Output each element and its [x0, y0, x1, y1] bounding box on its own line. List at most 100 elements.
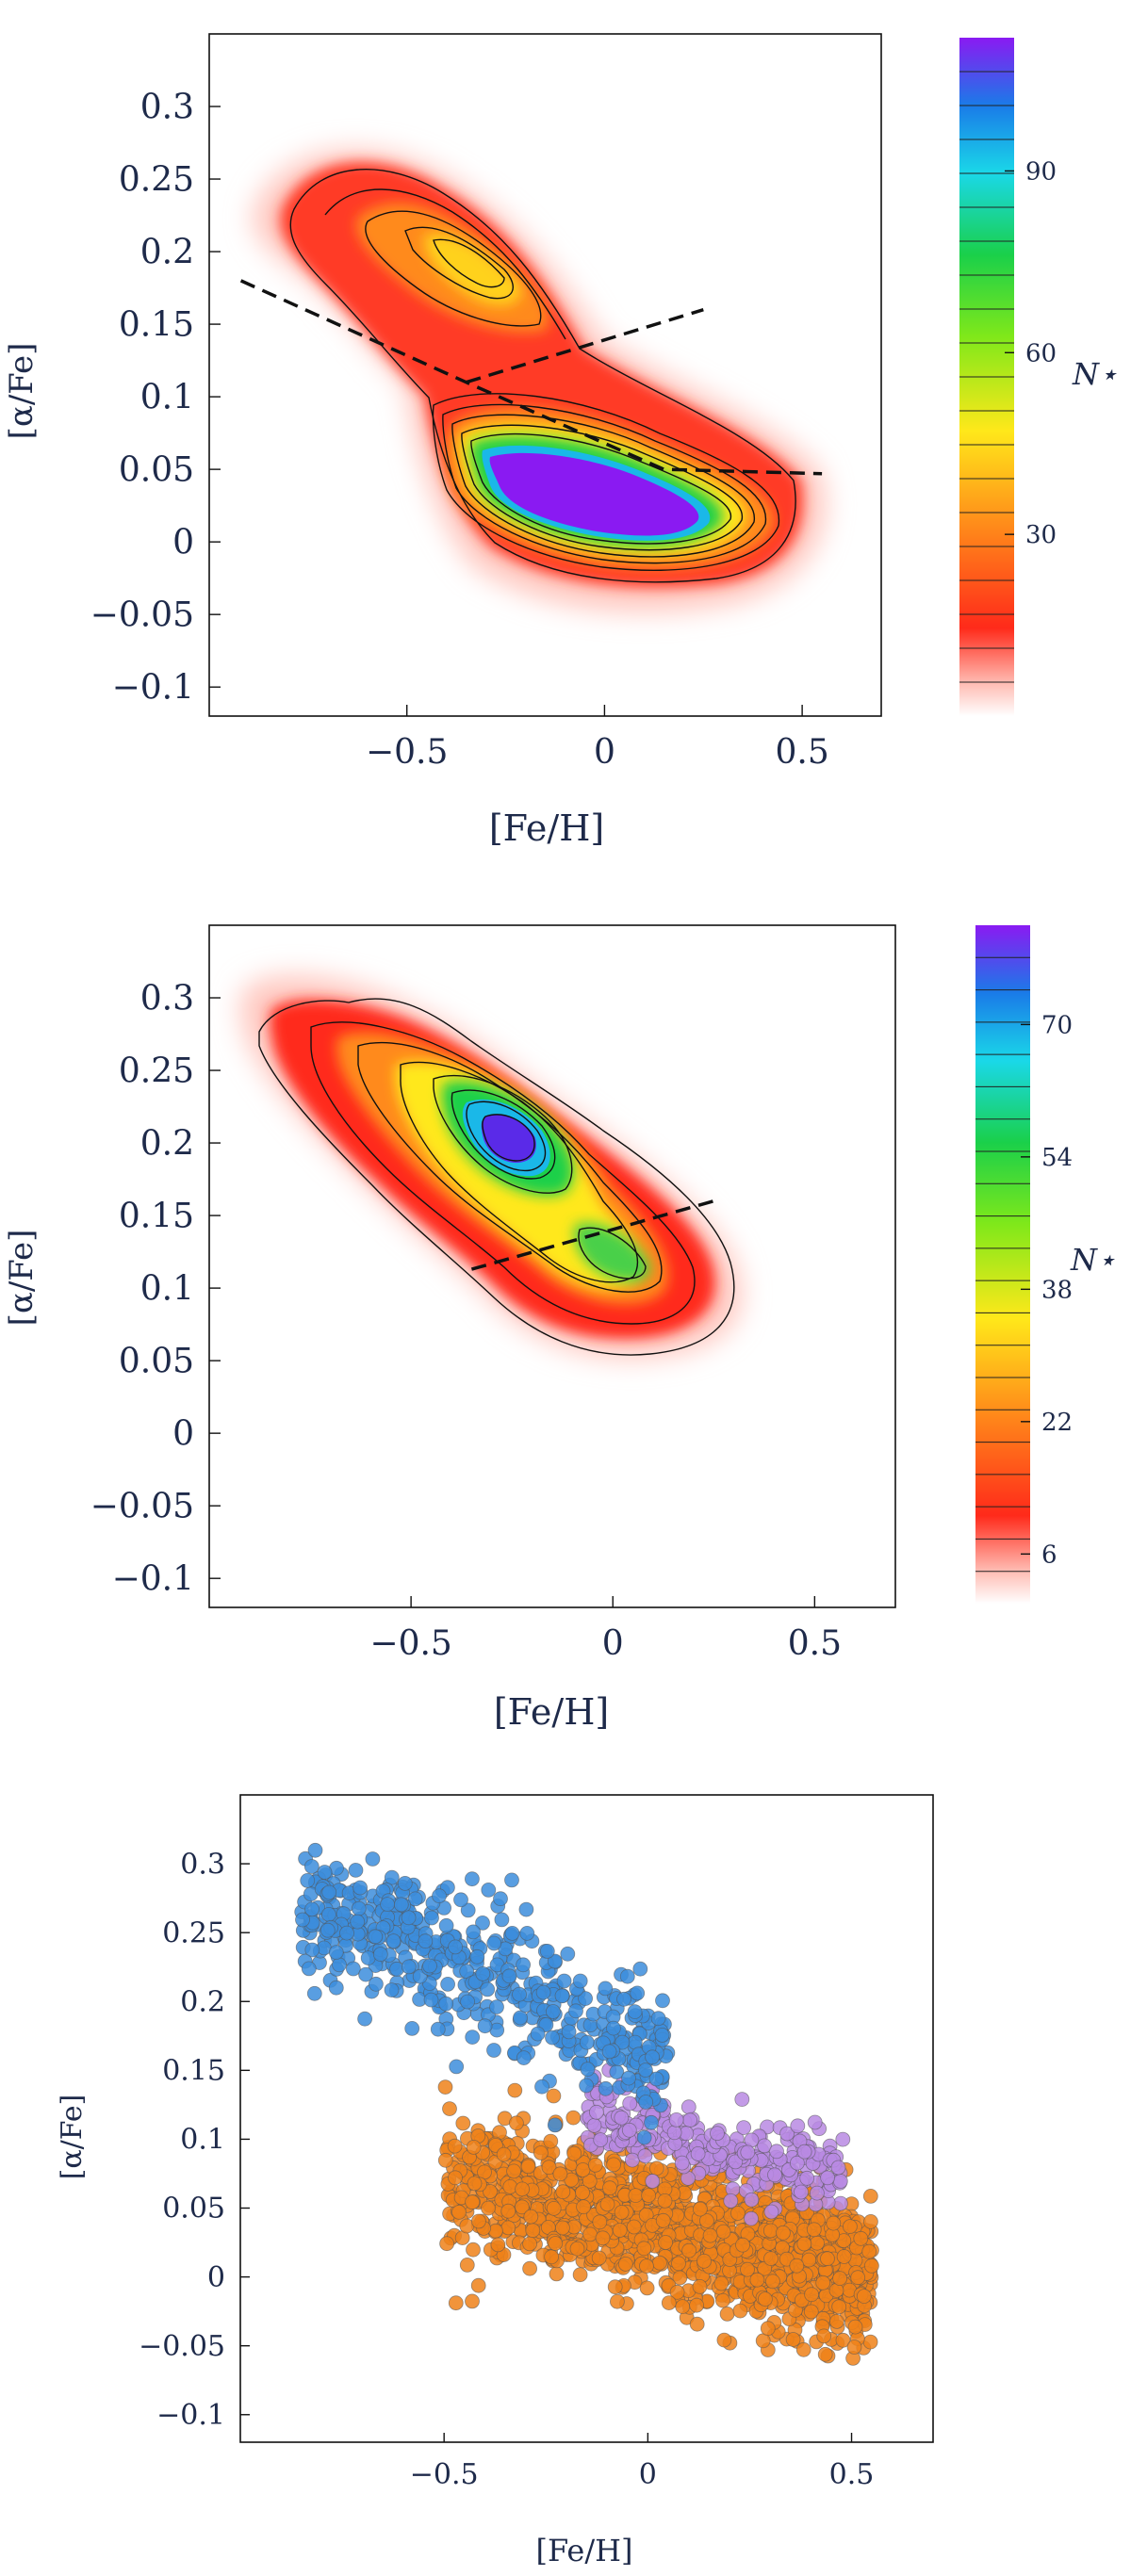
y-tick-label: 0.25: [119, 1052, 194, 1090]
scatter-point-blue: [465, 2030, 481, 2046]
scatter-point-orange: [465, 2194, 481, 2210]
scatter-point-orange: [657, 2193, 673, 2209]
scatter-point-orange: [515, 2181, 530, 2197]
scatter-point-orange: [815, 2274, 831, 2291]
ylabel-bottom: [α/Fe]: [56, 2095, 89, 2180]
scatter-point-orange: [614, 2205, 630, 2220]
scatter-point-blue: [627, 2004, 643, 2020]
scatter-point-orange: [862, 2188, 878, 2204]
y-tick-label: 0.25: [119, 160, 194, 199]
scatter-point-orange: [575, 2162, 591, 2177]
plot-frame: [208, 924, 896, 1608]
scatter-point-purple: [728, 2154, 744, 2170]
scatter-point-blue: [440, 1976, 456, 1992]
scatter-point-blue: [460, 1994, 476, 2010]
scatter-point-blue: [534, 2079, 549, 2095]
scatter-point-blue: [539, 1943, 555, 1959]
scatter-point-blue: [636, 2129, 652, 2145]
scatter-point-blue: [368, 1929, 384, 1945]
scatter-point-blue: [644, 2114, 659, 2130]
scatter-point-blue: [321, 1884, 337, 1900]
y-tick-label: 0.25: [162, 1916, 225, 1949]
scatter-point-blue: [545, 2030, 560, 2046]
scatter-point-blue: [572, 1973, 588, 1989]
colorbar-top-ticks: 30 60 90: [1005, 157, 1057, 549]
scatter-point-blue: [504, 1925, 520, 1941]
scatter-point-blue: [579, 2034, 595, 2050]
scatter-point-blue: [384, 1982, 400, 1998]
scatter-point-purple: [680, 2099, 697, 2115]
scatter-point-orange: [607, 2279, 623, 2295]
scatter-point-orange: [483, 2184, 498, 2199]
scatter-point-orange: [466, 2242, 481, 2258]
scatter-point-orange: [507, 2082, 523, 2098]
density-fill-top: [253, 149, 826, 612]
scatter-point-orange: [836, 2249, 852, 2264]
scatter-point-blue: [512, 1986, 527, 2002]
scatter-point-blue: [650, 2011, 666, 2027]
scatter-point-orange: [639, 2280, 655, 2296]
scatter-point-purple: [832, 2174, 848, 2189]
scatter-point-orange: [437, 2152, 453, 2168]
scatter-point-orange: [466, 2139, 482, 2155]
y-tick-label: −0.05: [139, 2330, 225, 2363]
scatter-point-orange: [671, 2256, 686, 2272]
colorbar-middle-levels: [975, 956, 1030, 1573]
scatter-point-orange: [544, 2249, 559, 2265]
scatter-point-blue: [448, 1939, 464, 1955]
scatter-point-orange: [853, 2230, 869, 2246]
scatter-point-orange: [795, 2341, 811, 2357]
scatter-point-orange: [626, 2219, 642, 2235]
scatter-point-blue: [579, 2078, 594, 2094]
scatter-point-blue: [547, 2117, 563, 2133]
scatter-point-blue: [535, 1984, 551, 2000]
scatter-point-blue: [494, 1912, 510, 1928]
scatter-point-blue: [424, 1910, 439, 1926]
scatter-point-blue: [397, 1876, 413, 1891]
scatter-point-blue: [306, 1985, 322, 2001]
scatter-point-blue: [365, 1851, 381, 1867]
scatter-point-orange: [655, 2212, 671, 2228]
scatter-point-blue: [460, 1902, 476, 1918]
scatter-point-blue: [475, 1965, 491, 1981]
scatter-point-blue: [493, 1891, 508, 1907]
scatter-point-orange: [641, 2188, 656, 2204]
scatter-point-orange: [763, 2251, 779, 2267]
scatter-point-blue: [466, 1924, 482, 1940]
scatter-point-orange: [702, 2227, 718, 2243]
scatter-point-orange: [785, 2332, 801, 2347]
scatter-point-purple: [625, 2152, 640, 2168]
scatter-point-blue: [578, 1991, 593, 2007]
scatter-point-orange: [582, 2226, 598, 2242]
scatter-point-orange: [572, 2267, 588, 2283]
scatter-point-purple: [744, 2192, 760, 2208]
scatter-point-purple: [622, 2095, 638, 2111]
scatter-panel-bottom: −0.5 0 0.50.30.250.20.150.10.050−0.05−0.1 …: [56, 1794, 934, 2568]
x-tick-label: 0.5: [775, 733, 828, 772]
scatter-point-orange: [548, 2236, 564, 2251]
scatter-point-blue: [295, 1912, 310, 1928]
scatter-point-blue: [619, 1968, 635, 1984]
scatter-point-orange: [555, 2184, 571, 2200]
scatter-point-orange: [831, 2299, 847, 2315]
colorbar-middle-ticks: 6 22 38 54 70: [1021, 1011, 1073, 1569]
scatter-point-blue: [481, 1883, 497, 1898]
colorbar-tick-label: 30: [1025, 521, 1057, 549]
scatter-point-orange: [525, 2223, 541, 2239]
scatter-point-blue: [486, 2043, 501, 2058]
scatter-point-blue: [438, 1917, 454, 1933]
scatter-point-orange: [447, 2138, 463, 2154]
scatter-point-blue: [516, 2050, 532, 2066]
scatter-point-orange: [455, 2115, 471, 2131]
scatter-point-orange: [599, 2196, 615, 2212]
scatter-point-blue: [561, 2024, 577, 2040]
scatter-point-orange: [639, 2258, 654, 2274]
scatter-point-orange: [459, 2257, 475, 2273]
scatter-point-orange: [569, 2241, 585, 2257]
scatter-point-orange: [617, 2256, 633, 2272]
scatter-point-blue: [401, 1959, 417, 1975]
scatter-point-blue: [630, 1985, 646, 2001]
y-tick-label: 0.15: [119, 305, 194, 344]
scatter-point-purple: [637, 2148, 653, 2164]
